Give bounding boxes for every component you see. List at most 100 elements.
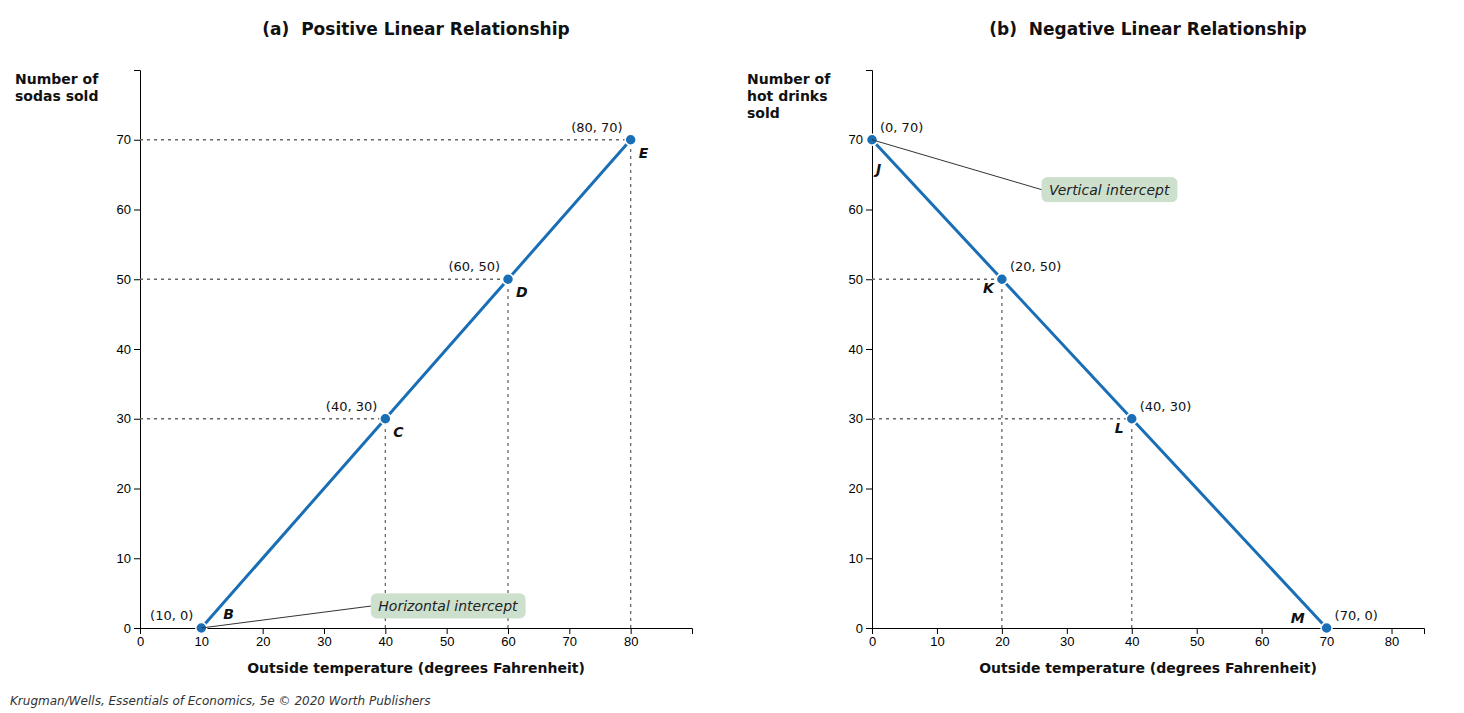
point (1321, 623, 1332, 634)
coord-label: (80, 70) (571, 120, 623, 135)
annotation: Horizontal intercept (201, 594, 525, 628)
x-axis: 01020304050607080 (869, 628, 1425, 649)
point-letter: M (1291, 610, 1305, 626)
y-axis-title-line: Number of (15, 71, 99, 87)
x-tick-label: 0 (137, 634, 144, 649)
x-tick-label: 80 (624, 634, 638, 649)
reference-horizontal (872, 418, 1132, 419)
x-tick: 60 (501, 628, 515, 649)
x-tick-mark (324, 628, 325, 634)
y-tick-label: 70 (849, 132, 863, 147)
reference-vertical (1001, 279, 1002, 628)
reference-vertical (507, 279, 508, 628)
y-tick-label: 50 (849, 272, 863, 287)
reference-horizontal (140, 418, 385, 419)
y-tick-label: 60 (849, 202, 863, 217)
point (1126, 413, 1137, 424)
y-tick-mark (866, 489, 872, 490)
coord-label: (60, 50) (449, 259, 501, 274)
x-tick: 0 (869, 628, 876, 649)
y-tick-label: 20 (117, 481, 131, 496)
y-tick-label: 20 (849, 481, 863, 496)
y-tick-label: 30 (117, 411, 131, 426)
x-tick: 40 (1125, 628, 1139, 649)
point-letter: C (393, 424, 404, 440)
y-tick-label: 10 (849, 551, 863, 566)
x-tick-mark (385, 628, 386, 634)
y-tick-label: 10 (117, 551, 131, 566)
annotation: Vertical intercept (872, 140, 1177, 202)
x-tick-label: 20 (995, 634, 1009, 649)
point (996, 274, 1007, 285)
x-tick-label: 70 (563, 634, 577, 649)
coord-label: (20, 50) (1010, 259, 1062, 274)
y-tick-mark (134, 419, 140, 420)
x-tick: 30 (1060, 628, 1074, 649)
y-tick-mark (134, 210, 140, 211)
line (872, 140, 1327, 628)
coord-label: (70, 0) (1335, 608, 1378, 623)
x-axis-title: Outside temperature (degrees Fahrenheit) (247, 660, 585, 676)
y-tick-label: 40 (117, 342, 131, 357)
y-tick: 50 (117, 272, 140, 287)
x-tick-label: 10 (930, 634, 944, 649)
x-tick: 20 (995, 628, 1009, 649)
x-tick: 80 (624, 628, 638, 649)
x-tick: 10 (930, 628, 944, 649)
y-tick: 20 (849, 481, 872, 496)
y-axis-line (134, 71, 141, 629)
annotation-text: Horizontal intercept (378, 598, 518, 614)
y-tick-mark (866, 419, 872, 420)
y-tick-label: 70 (117, 132, 131, 147)
y-tick: 20 (117, 481, 140, 496)
y-axis-title-line: Number of (747, 71, 831, 87)
x-tick-mark (631, 628, 632, 634)
x-tick-mark (263, 628, 264, 634)
x-tick-mark (447, 628, 448, 634)
x-axis-line (873, 629, 1425, 635)
x-axis-line (141, 629, 693, 635)
y-tick-label: 60 (117, 202, 131, 217)
x-tick-label: 10 (195, 634, 209, 649)
y-tick-label: 30 (849, 411, 863, 426)
point (625, 134, 636, 145)
x-tick: 80 (1385, 628, 1399, 649)
y-tick: 30 (117, 411, 140, 426)
y-tick-mark (134, 628, 140, 629)
point-letter: J (873, 161, 881, 177)
footer: Krugman/Wells, Essentials of Economics, … (10, 694, 431, 708)
y-tick: 60 (117, 202, 140, 217)
y-axis: 0 10 20 30 40 50 60 70 (117, 71, 141, 636)
x-tick: 60 (1255, 628, 1269, 649)
y-tick-mark (866, 349, 872, 350)
y-axis-title: Number ofhot drinkssold (747, 71, 831, 121)
y-tick-label: 0 (856, 621, 863, 636)
panel: 01020304050607080010203040506070(0, 70)J… (747, 19, 1425, 676)
y-tick: 40 (117, 342, 140, 357)
y-tick: 10 (117, 551, 140, 566)
y-axis-title-line: hot drinks (747, 88, 828, 104)
x-tick-mark (1132, 628, 1133, 634)
annotation-arrow (872, 140, 1042, 190)
y-axis-title-line: sodas sold (15, 88, 98, 104)
y-tick: 30 (849, 411, 872, 426)
chart: 01020304050607080010203040506070(10, 0)B… (0, 0, 1464, 713)
x-tick-label: 60 (501, 634, 515, 649)
annotation-box (1042, 178, 1177, 202)
x-tick-mark (508, 628, 509, 634)
x-tick-label: 80 (1385, 634, 1399, 649)
x-tick: 40 (379, 628, 393, 649)
point-labels: (10, 0)B(40, 30)C(60, 50)D(80, 70)E (150, 120, 649, 623)
y-tick-label: 40 (849, 342, 863, 357)
x-axis: 01020304050607080 (137, 628, 693, 649)
title: (b) Negative Linear Relationship (989, 19, 1306, 39)
y-tick: 0 (124, 621, 140, 636)
x-tick: 50 (440, 628, 454, 649)
point-letter: B (223, 606, 234, 622)
annotation-arrow (201, 606, 371, 628)
point-letter: K (983, 280, 995, 296)
y-axis-title: Number ofsodas sold (15, 71, 99, 104)
point-labels: (0, 70)J(20, 50)K(40, 30)L(70, 0)M (873, 120, 1378, 626)
point (503, 274, 514, 285)
panel: 01020304050607080010203040506070(10, 0)B… (15, 19, 693, 676)
